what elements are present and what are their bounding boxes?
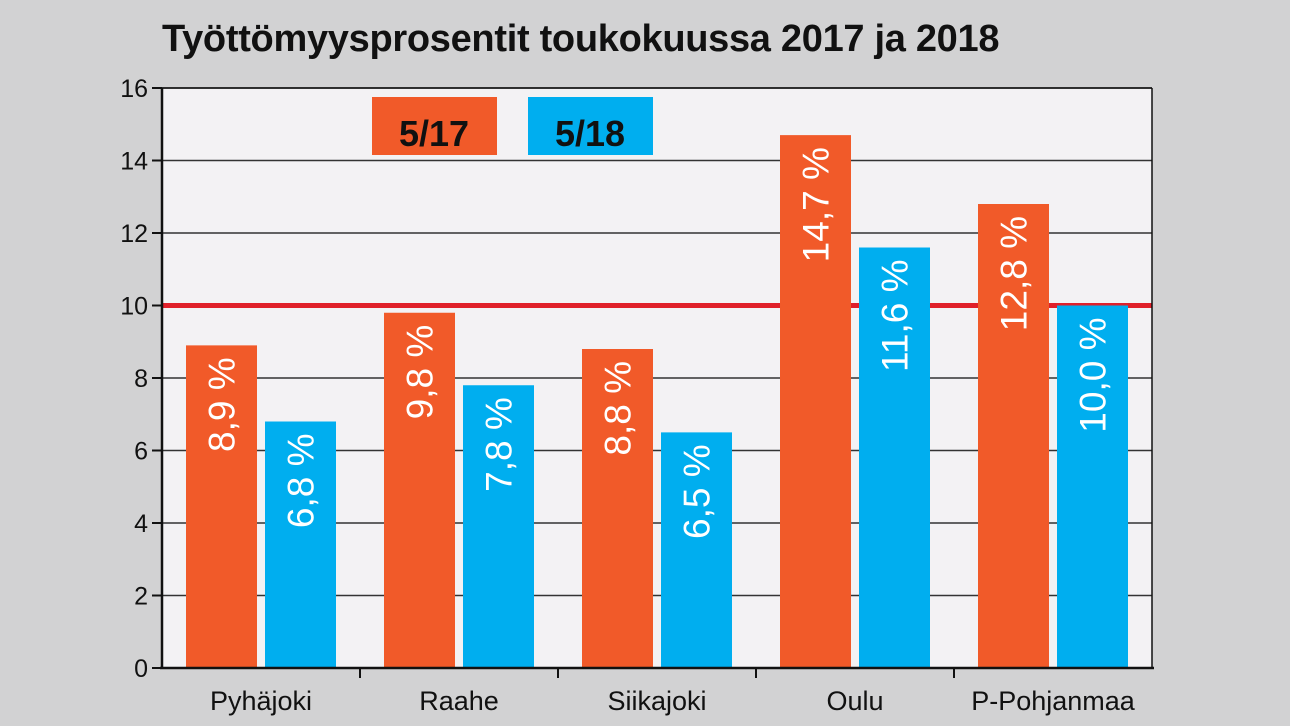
y-tick-label: 0 xyxy=(134,655,148,683)
bar-value-label: 10,0 % xyxy=(1073,318,1114,433)
bar-value-label: 11,6 % xyxy=(875,260,916,372)
x-category-label: Raahe xyxy=(419,686,499,716)
bar xyxy=(661,432,732,668)
x-category-label: Pyhäjoki xyxy=(210,686,312,716)
y-tick-label: 10 xyxy=(120,293,148,321)
bar-value-label: 7,8 % xyxy=(479,397,520,492)
legend-label: 5/17 xyxy=(399,113,469,154)
bar xyxy=(1057,305,1128,668)
bar xyxy=(582,349,653,668)
legend-swatch xyxy=(528,97,653,155)
y-tick-label: 8 xyxy=(134,365,148,393)
y-tick-label: 14 xyxy=(120,148,148,176)
bar-value-label: 6,5 % xyxy=(677,444,718,539)
bar xyxy=(859,247,930,668)
bar-value-label: 8,8 % xyxy=(598,361,639,456)
legend-swatch xyxy=(372,97,497,155)
y-tick-label: 16 xyxy=(120,75,148,103)
chart-title: Työttömyysprosentit toukokuussa 2017 ja … xyxy=(162,18,1000,60)
y-tick-label: 2 xyxy=(134,583,148,611)
bar-value-label: 8,9 % xyxy=(202,357,243,452)
x-category-label: P-Pohjanmaa xyxy=(971,686,1136,716)
x-category-label: Siikajoki xyxy=(607,686,706,716)
bar xyxy=(978,204,1049,668)
bar xyxy=(186,345,257,668)
bar xyxy=(265,421,336,668)
bar-value-label: 6,8 % xyxy=(281,434,322,529)
y-tick-label: 4 xyxy=(134,510,148,538)
bar xyxy=(780,135,851,668)
bar-value-label: 12,8 % xyxy=(994,216,1035,331)
y-tick-label: 6 xyxy=(134,438,148,466)
legend-label: 5/18 xyxy=(555,113,625,154)
bar-value-label: 14,7 % xyxy=(796,147,837,262)
x-category-label: Oulu xyxy=(826,686,883,716)
y-tick-label: 12 xyxy=(120,220,148,248)
bar xyxy=(384,312,455,668)
bar xyxy=(463,385,534,668)
bar-value-label: 9,8 % xyxy=(400,325,441,420)
